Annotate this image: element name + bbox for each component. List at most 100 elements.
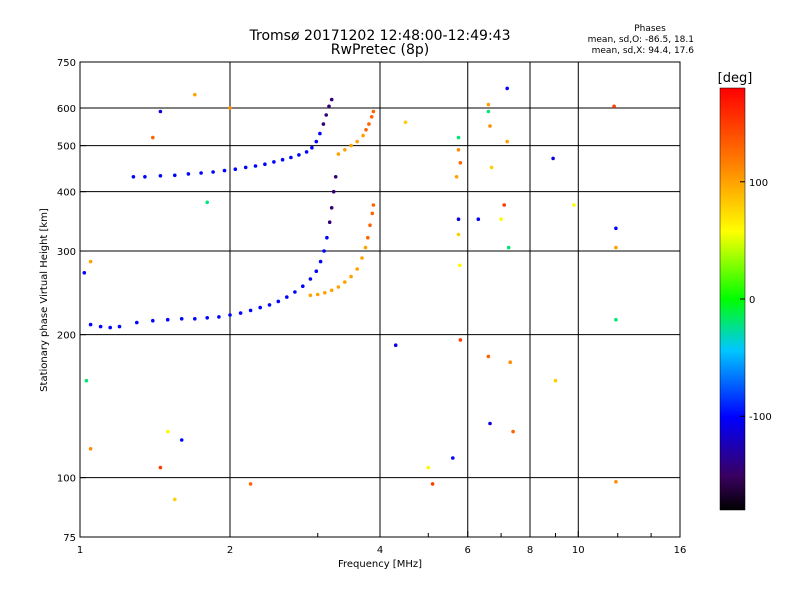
data-point <box>211 170 215 174</box>
data-point <box>233 167 238 171</box>
data-point <box>248 482 253 486</box>
data-point <box>314 139 319 144</box>
y-tick-label: 600 <box>57 104 76 115</box>
y-tick-label: 300 <box>57 247 76 258</box>
data-point <box>151 318 155 323</box>
data-point <box>505 139 510 144</box>
data-point <box>324 113 329 117</box>
data-point <box>349 143 353 148</box>
data-point <box>333 175 338 179</box>
data-point <box>88 447 93 451</box>
data-point <box>551 156 555 161</box>
data-point <box>131 175 136 179</box>
data-point <box>314 269 319 274</box>
x-tick-label: 4 <box>377 545 383 556</box>
data-point <box>364 128 368 132</box>
data-point <box>308 277 313 281</box>
chart-subtitle: RwPretec (8p) <box>331 42 429 58</box>
data-point <box>199 171 203 175</box>
data-point <box>426 465 431 470</box>
x-tick-label: 10 <box>572 545 585 556</box>
data-point <box>458 338 463 342</box>
data-point <box>158 465 163 470</box>
y-axis-ticks: 75 100 200 300 400 500 600 750 <box>57 58 86 544</box>
data-point <box>253 164 258 168</box>
x-tick-label: 6 <box>465 545 471 556</box>
y-tick-label: 500 <box>57 142 76 153</box>
stats-header: Phases <box>634 24 666 34</box>
data-point <box>318 259 323 264</box>
data-point <box>488 124 492 128</box>
data-point <box>143 175 147 179</box>
stats-o-line: mean, sd,O: -86.5, 18.1 <box>588 35 694 45</box>
data-point <box>331 189 336 194</box>
colorbar-label: [deg] <box>718 71 753 86</box>
data-point <box>217 315 221 319</box>
data-points <box>82 86 618 502</box>
data-point <box>553 378 558 383</box>
data-point <box>117 324 122 329</box>
data-point <box>238 311 243 315</box>
data-point <box>476 217 481 221</box>
data-point <box>165 429 170 434</box>
x-tick-label: 8 <box>527 545 533 556</box>
data-point <box>297 153 301 157</box>
data-point <box>403 120 408 125</box>
y-tick-label: 75 <box>63 533 76 544</box>
x-tick-label: 1 <box>77 545 83 556</box>
data-point <box>248 308 253 313</box>
data-point <box>614 480 618 484</box>
data-point <box>451 456 455 460</box>
data-point <box>369 115 374 119</box>
data-point <box>371 203 376 207</box>
y-tick-label: 100 <box>57 474 76 485</box>
data-point <box>456 232 461 237</box>
data-point <box>276 299 281 304</box>
x-tick-label: 16 <box>674 545 687 556</box>
x-axis-label: Frequency [MHz] <box>338 559 422 570</box>
data-point <box>456 135 461 140</box>
data-point <box>135 320 139 325</box>
data-point <box>489 165 494 170</box>
data-point <box>151 135 155 140</box>
data-point <box>329 97 334 102</box>
data-point <box>393 343 398 348</box>
data-point <box>368 223 372 227</box>
data-point <box>349 274 353 279</box>
data-point <box>301 284 305 289</box>
data-point <box>327 104 331 109</box>
data-point <box>505 86 510 91</box>
data-point <box>108 325 112 330</box>
data-point <box>363 245 368 250</box>
data-point <box>179 317 184 321</box>
data-point <box>222 168 227 173</box>
data-point <box>263 162 267 166</box>
data-point <box>336 152 341 156</box>
data-point <box>315 292 320 297</box>
data-point <box>82 271 87 275</box>
data-point <box>289 155 293 160</box>
data-point <box>322 249 326 253</box>
data-point <box>457 263 462 268</box>
data-point <box>343 148 347 152</box>
data-point <box>228 313 232 317</box>
data-point <box>258 305 263 310</box>
colorbar-tick-label: 100 <box>749 178 768 189</box>
data-point <box>318 131 322 136</box>
data-point <box>486 109 491 114</box>
data-point <box>614 317 618 322</box>
colorbar-tick-label: -100 <box>749 412 772 423</box>
data-point <box>267 303 272 307</box>
data-point <box>614 245 618 250</box>
data-point <box>165 317 170 322</box>
data-point <box>84 378 89 383</box>
data-point <box>612 104 616 109</box>
x-tick-label: 2 <box>227 545 233 556</box>
data-point <box>458 161 463 165</box>
data-point <box>329 206 334 210</box>
data-point <box>293 290 297 294</box>
data-point <box>325 235 329 240</box>
data-point <box>280 157 285 162</box>
data-point <box>370 211 375 216</box>
